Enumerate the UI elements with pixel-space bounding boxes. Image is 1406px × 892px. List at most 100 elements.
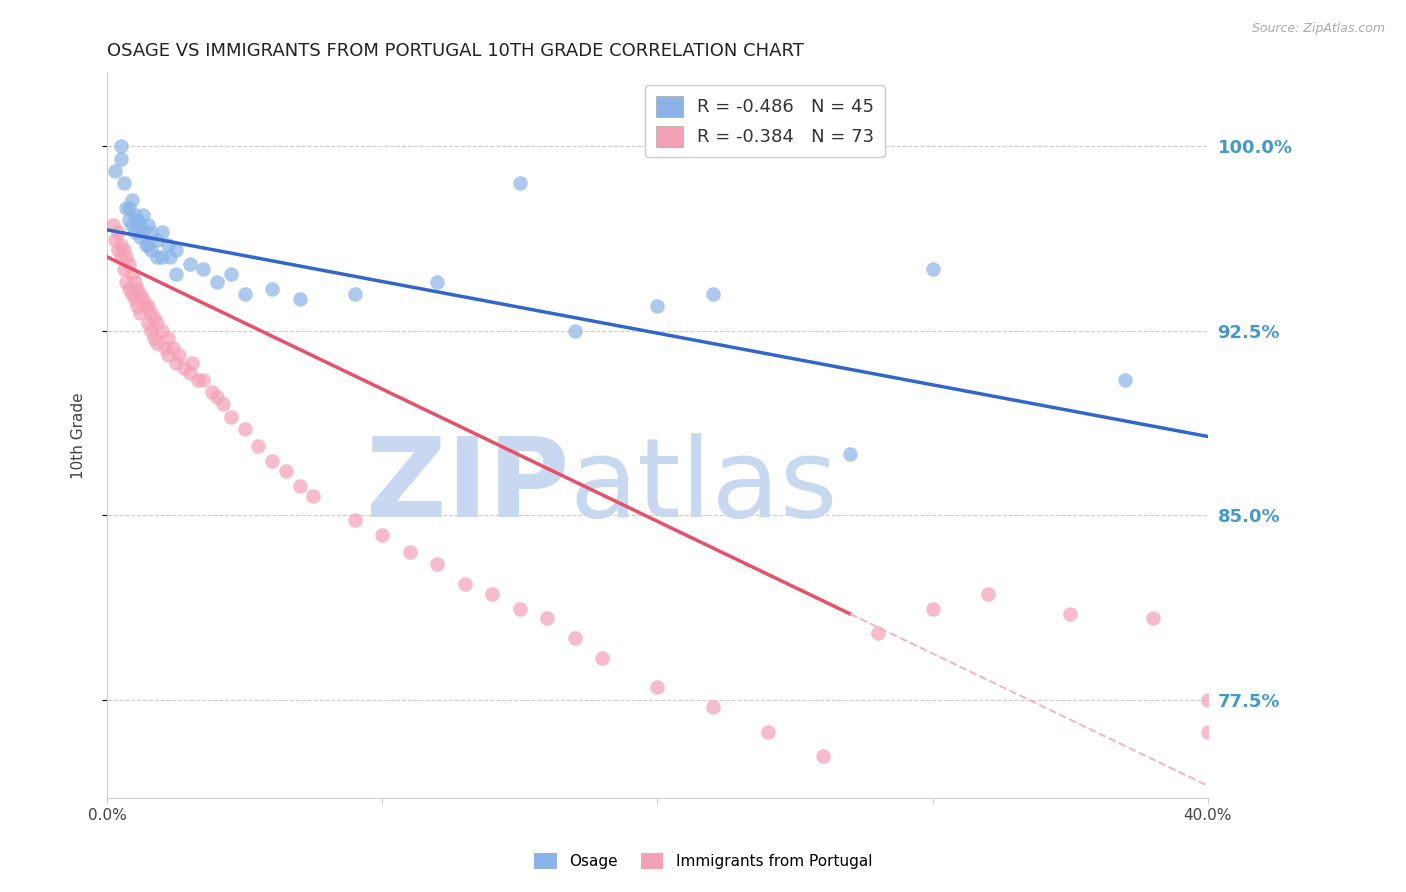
Point	[1197, 692, 1219, 706]
Point	[138, 299, 160, 313]
Point	[591, 651, 613, 665]
Point	[647, 681, 669, 695]
Point	[112, 262, 135, 277]
Point	[1059, 607, 1081, 621]
Point	[115, 275, 138, 289]
Point	[135, 237, 157, 252]
Point	[167, 348, 190, 362]
Point	[343, 286, 366, 301]
Point	[132, 225, 155, 239]
Legend: Osage, Immigrants from Portugal: Osage, Immigrants from Portugal	[527, 847, 879, 875]
Point	[110, 139, 132, 153]
Point	[343, 513, 366, 527]
Point	[159, 250, 181, 264]
Point	[156, 237, 179, 252]
Y-axis label: 10th Grade: 10th Grade	[72, 392, 86, 478]
Point	[150, 250, 173, 264]
Point	[145, 316, 167, 330]
Point	[179, 366, 201, 380]
Point	[104, 233, 127, 247]
Point	[165, 356, 187, 370]
Text: OSAGE VS IMMIGRANTS FROM PORTUGAL 10TH GRADE CORRELATION CHART: OSAGE VS IMMIGRANTS FROM PORTUGAL 10TH G…	[107, 42, 804, 60]
Point	[702, 700, 724, 714]
Point	[121, 267, 143, 281]
Point	[647, 299, 669, 313]
Point	[145, 336, 167, 351]
Point	[145, 233, 167, 247]
Point	[115, 250, 138, 264]
Point	[811, 749, 834, 764]
Point	[233, 422, 256, 436]
Point	[129, 286, 152, 301]
Point	[509, 176, 531, 190]
Point	[193, 373, 215, 387]
Point	[138, 237, 160, 252]
Point	[110, 237, 132, 252]
Point	[1197, 724, 1219, 739]
Point	[173, 360, 195, 375]
Point	[153, 341, 176, 355]
Point	[193, 262, 215, 277]
Point	[124, 292, 146, 306]
Point	[179, 257, 201, 271]
Point	[702, 286, 724, 301]
Point	[150, 225, 173, 239]
Point	[205, 390, 228, 404]
Point	[426, 558, 449, 572]
Point	[233, 286, 256, 301]
Text: ZIP: ZIP	[366, 433, 569, 540]
Point	[124, 275, 146, 289]
Point	[165, 267, 187, 281]
Point	[115, 201, 138, 215]
Point	[132, 292, 155, 306]
Point	[481, 587, 503, 601]
Point	[181, 356, 204, 370]
Point	[145, 250, 167, 264]
Point	[118, 201, 141, 215]
Point	[129, 218, 152, 232]
Point	[124, 225, 146, 239]
Point	[127, 213, 149, 227]
Point	[162, 341, 184, 355]
Point	[112, 176, 135, 190]
Point	[302, 489, 325, 503]
Point	[839, 447, 862, 461]
Point	[426, 275, 449, 289]
Point	[247, 439, 270, 453]
Point	[219, 267, 242, 281]
Point	[262, 454, 284, 468]
Point	[138, 218, 160, 232]
Point	[129, 230, 152, 244]
Point	[536, 611, 558, 625]
Point	[129, 306, 152, 320]
Point	[921, 262, 943, 277]
Point	[219, 409, 242, 424]
Point	[104, 164, 127, 178]
Point	[132, 208, 155, 222]
Point	[121, 218, 143, 232]
Point	[150, 324, 173, 338]
Point	[118, 257, 141, 271]
Point	[371, 528, 394, 542]
Point	[139, 225, 162, 239]
Point	[1142, 611, 1164, 625]
Point	[142, 311, 165, 326]
Point	[564, 631, 586, 645]
Point	[288, 478, 311, 492]
Point	[201, 385, 224, 400]
Point	[112, 243, 135, 257]
Point	[101, 218, 124, 232]
Point	[135, 299, 157, 313]
Point	[139, 243, 162, 257]
Text: atlas: atlas	[569, 433, 838, 540]
Point	[454, 577, 477, 591]
Point	[564, 324, 586, 338]
Point	[205, 275, 228, 289]
Point	[921, 601, 943, 615]
Point	[211, 397, 233, 411]
Point	[262, 282, 284, 296]
Point	[1114, 373, 1136, 387]
Point	[756, 724, 779, 739]
Point	[398, 545, 420, 559]
Point	[121, 286, 143, 301]
